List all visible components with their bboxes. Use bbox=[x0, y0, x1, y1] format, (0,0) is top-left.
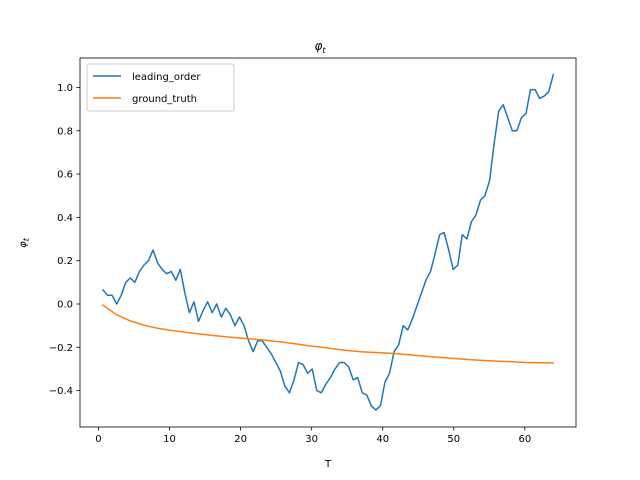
y-tick-label: 0.8 bbox=[57, 126, 73, 137]
legend-label-leading-order: leading_order bbox=[132, 72, 201, 83]
chart-title-symbol: φ bbox=[314, 39, 322, 53]
y-tick-label: 0.2 bbox=[57, 256, 73, 267]
x-tick-label: 20 bbox=[234, 434, 247, 445]
x-axis-ticks: 0 10 20 30 40 50 60 bbox=[95, 427, 531, 445]
y-tick-label: 1.0 bbox=[57, 83, 73, 94]
series-line-ground-truth bbox=[101, 304, 555, 364]
x-tick-label: 30 bbox=[305, 434, 318, 445]
y-tick-label: −0.2 bbox=[49, 343, 73, 354]
chart-title: φt bbox=[314, 39, 326, 55]
y-axis-label: φt bbox=[18, 237, 31, 248]
y-tick-label: 0.0 bbox=[57, 300, 73, 311]
plot-area-border bbox=[79, 57, 577, 428]
y-tick-label: 0.6 bbox=[57, 170, 73, 181]
plot-lines bbox=[101, 73, 555, 411]
x-tick-label: 10 bbox=[163, 434, 176, 445]
x-tick-label: 0 bbox=[95, 434, 101, 445]
legend: leading_order ground_truth bbox=[86, 63, 235, 112]
legend-box bbox=[86, 63, 235, 112]
y-axis-label-subscript: t bbox=[22, 237, 31, 241]
y-tick-label: 0.4 bbox=[57, 213, 73, 224]
y-axis-ticks: −0.4 −0.2 0.0 0.2 0.4 0.6 0.8 1.0 bbox=[49, 83, 80, 397]
legend-label-ground-truth: ground_truth bbox=[132, 94, 197, 105]
x-tick-label: 50 bbox=[447, 434, 460, 445]
y-tick-label: −0.4 bbox=[49, 386, 73, 397]
y-axis-label-symbol: φ bbox=[18, 241, 29, 248]
x-axis-label: T bbox=[324, 459, 332, 470]
series-line-leading-order bbox=[101, 73, 555, 411]
chart-title-subscript: t bbox=[322, 46, 326, 55]
x-tick-label: 60 bbox=[518, 434, 531, 445]
axes-frame bbox=[79, 57, 577, 428]
x-tick-label: 40 bbox=[376, 434, 389, 445]
